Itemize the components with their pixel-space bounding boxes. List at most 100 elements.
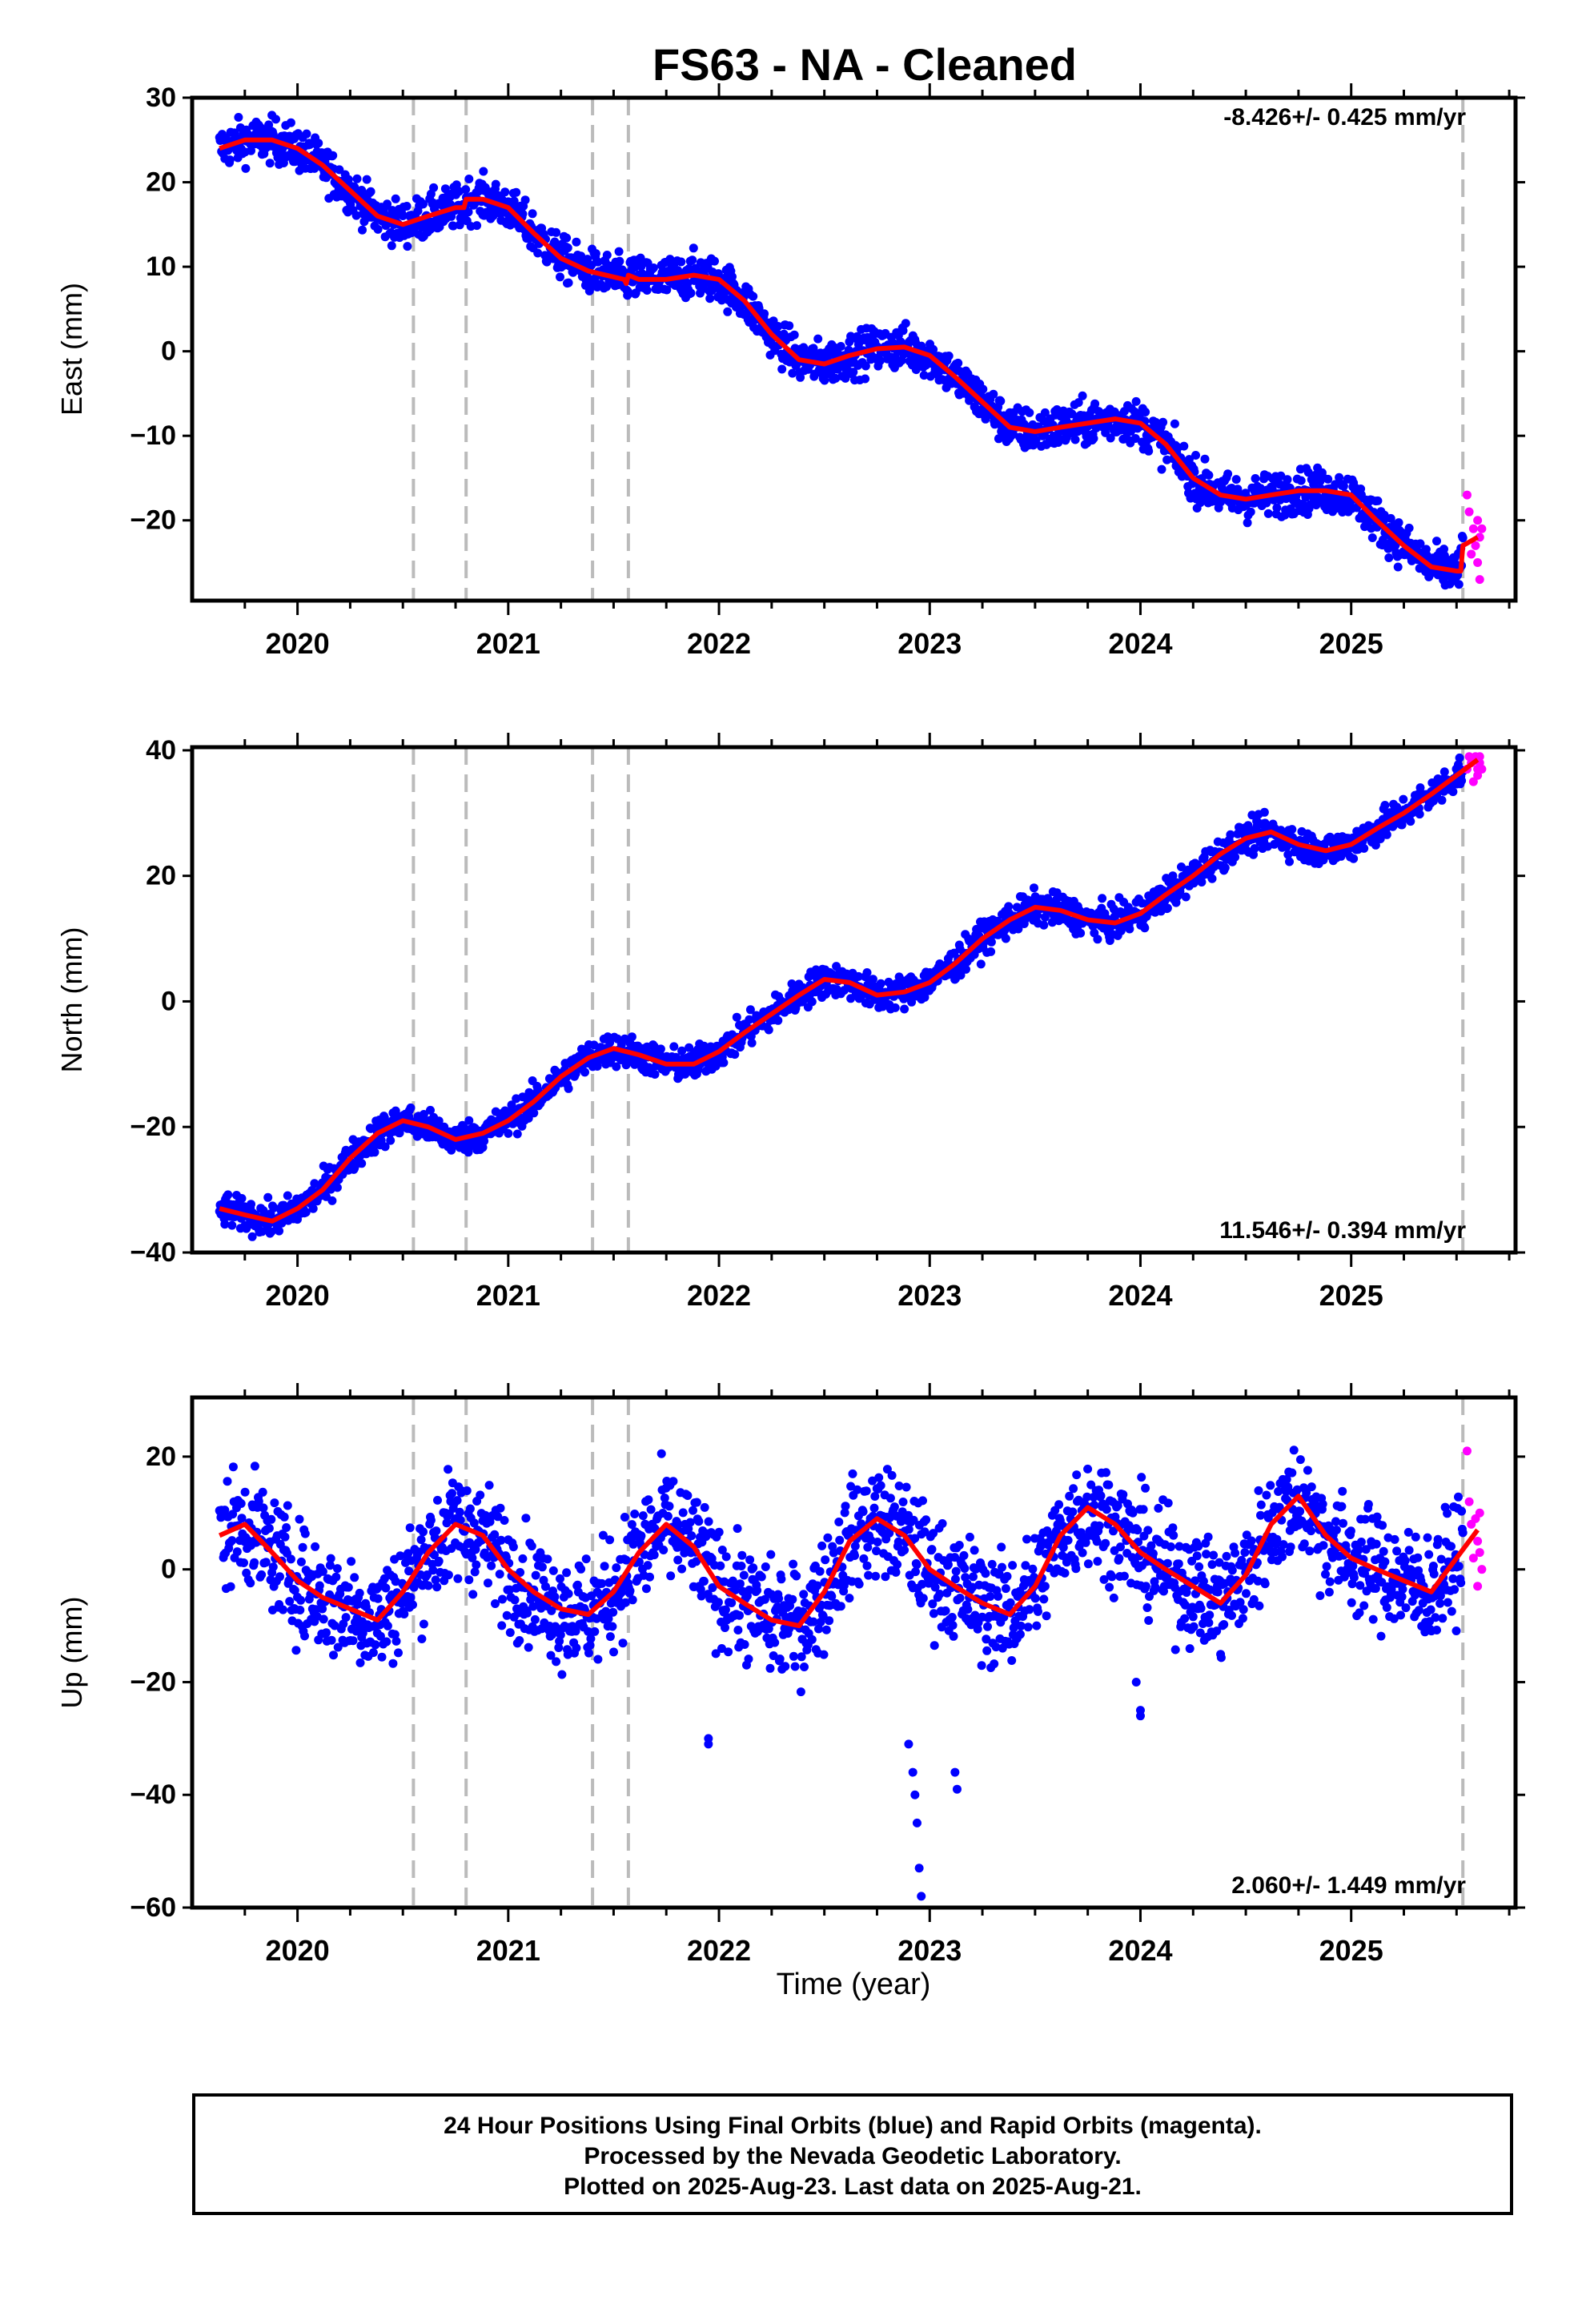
east-ytick-label: −20 (130, 505, 176, 536)
up-final-point (823, 1533, 833, 1542)
east-final-point (464, 207, 473, 217)
up-final-point (562, 1568, 572, 1578)
north-final-point (419, 1110, 428, 1119)
up-final-point (408, 1600, 417, 1610)
up-final-point (285, 1597, 295, 1606)
up-final-point (620, 1513, 629, 1522)
east-final-point (1131, 396, 1141, 406)
east-final-point (796, 372, 805, 382)
up-final-point (819, 1650, 829, 1659)
up-final-point (717, 1644, 726, 1653)
up-final-point (470, 1567, 480, 1577)
east-final-point (1276, 471, 1286, 480)
up-final-point (240, 1487, 250, 1497)
up-final-point (845, 1594, 854, 1603)
north-final-point (357, 1159, 367, 1168)
up-final-point (448, 1489, 456, 1498)
east-ytick-label: 30 (146, 82, 176, 113)
north-final-point (1406, 817, 1415, 826)
up-final-point (257, 1570, 267, 1579)
up-final-point (554, 1643, 564, 1652)
north-final-point (1047, 918, 1057, 927)
east-ytick-label: −10 (130, 420, 176, 451)
up-final-point (818, 1611, 828, 1621)
up-final-point (546, 1651, 556, 1660)
up-final-point (282, 1523, 291, 1532)
east-ytick-label: 10 (146, 251, 176, 282)
up-final-point (295, 1606, 305, 1614)
east-model-fit-line (219, 137, 1480, 574)
north-final-point (876, 979, 885, 988)
up-final-point (735, 1579, 745, 1589)
east-final-point (1089, 434, 1098, 443)
east-final-point (1170, 419, 1179, 428)
east-final-point (1223, 469, 1233, 479)
up-final-point (781, 1662, 790, 1671)
up-final-point (332, 1564, 342, 1574)
up-final-point (228, 1462, 238, 1472)
north-xtick-label: 2021 (476, 1279, 540, 1312)
east-final-point (314, 139, 323, 148)
up-final-point (749, 1563, 758, 1573)
north-final-point (862, 968, 872, 977)
up-final-point (375, 1631, 385, 1641)
up-final-point (227, 1536, 237, 1546)
east-xtick-label: 2022 (687, 627, 751, 660)
up-final-point (484, 1578, 492, 1588)
up-final-point (464, 1575, 474, 1585)
up-final-point (737, 1550, 747, 1560)
east-final-point (809, 344, 818, 353)
up-final-point (872, 1546, 881, 1556)
up-final-point (814, 1624, 823, 1634)
up-final-point (564, 1589, 573, 1598)
up-final-point (605, 1535, 615, 1545)
up-final-point (279, 1605, 287, 1614)
up-final-point (236, 1499, 246, 1508)
up-final-point (659, 1546, 669, 1554)
up-final-point (557, 1670, 567, 1679)
east-rapid-point (1467, 549, 1476, 559)
up-final-point (330, 1621, 339, 1630)
up-final-point (556, 1630, 565, 1639)
north-final-point (512, 1129, 522, 1139)
east-final-point (1272, 503, 1282, 513)
up-final-point (807, 1634, 817, 1644)
north-final-point (900, 1004, 909, 1014)
east-final-point (1025, 408, 1034, 417)
up-final-point (854, 1579, 864, 1589)
east-rate-label: -8.426+/- 0.425 mm/yr (1223, 104, 1466, 131)
up-final-point (239, 1558, 248, 1567)
up-final-point (841, 1502, 850, 1511)
up-final-point (713, 1598, 723, 1607)
up-final-point (863, 1542, 873, 1552)
up-final-point (400, 1610, 409, 1618)
up-final-point (597, 1578, 607, 1588)
up-final-point (735, 1610, 744, 1620)
up-final-point (677, 1564, 687, 1574)
east-final-point (689, 243, 698, 253)
north-final-point (1125, 924, 1134, 934)
north-final-point (1371, 840, 1380, 850)
up-final-point (836, 1602, 845, 1611)
up-final-point (815, 1566, 825, 1576)
up-final-point (861, 1486, 871, 1496)
up-final-point (430, 1550, 439, 1560)
east-final-point (1243, 518, 1252, 528)
north-final-point (269, 1203, 279, 1212)
up-final-point (792, 1571, 801, 1581)
up-final-point (254, 1497, 263, 1506)
up-final-point (518, 1554, 528, 1563)
up-final-point (268, 1562, 278, 1572)
up-final-point (232, 1547, 242, 1557)
north-final-point (1197, 878, 1207, 887)
north-rate-label: 11.546+/- 0.394 mm/yr (1219, 1217, 1466, 1244)
east-final-point (533, 248, 543, 258)
north-final-point (956, 971, 966, 980)
up-final-point (666, 1571, 676, 1581)
up-final-point (353, 1599, 363, 1609)
east-final-point (1031, 436, 1041, 444)
north-xtick-label: 2024 (1108, 1279, 1172, 1312)
up-final-point (315, 1581, 324, 1590)
up-final-point (775, 1655, 785, 1663)
east-final-point (509, 196, 519, 206)
